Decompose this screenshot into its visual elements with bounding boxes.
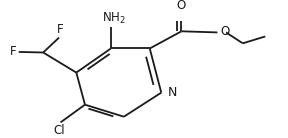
Text: O: O — [220, 25, 230, 38]
Text: N: N — [168, 86, 177, 99]
Text: F: F — [10, 45, 16, 58]
Text: F: F — [57, 23, 64, 36]
Text: O: O — [177, 0, 186, 12]
Text: Cl: Cl — [53, 124, 65, 137]
Text: NH$_2$: NH$_2$ — [102, 11, 126, 26]
